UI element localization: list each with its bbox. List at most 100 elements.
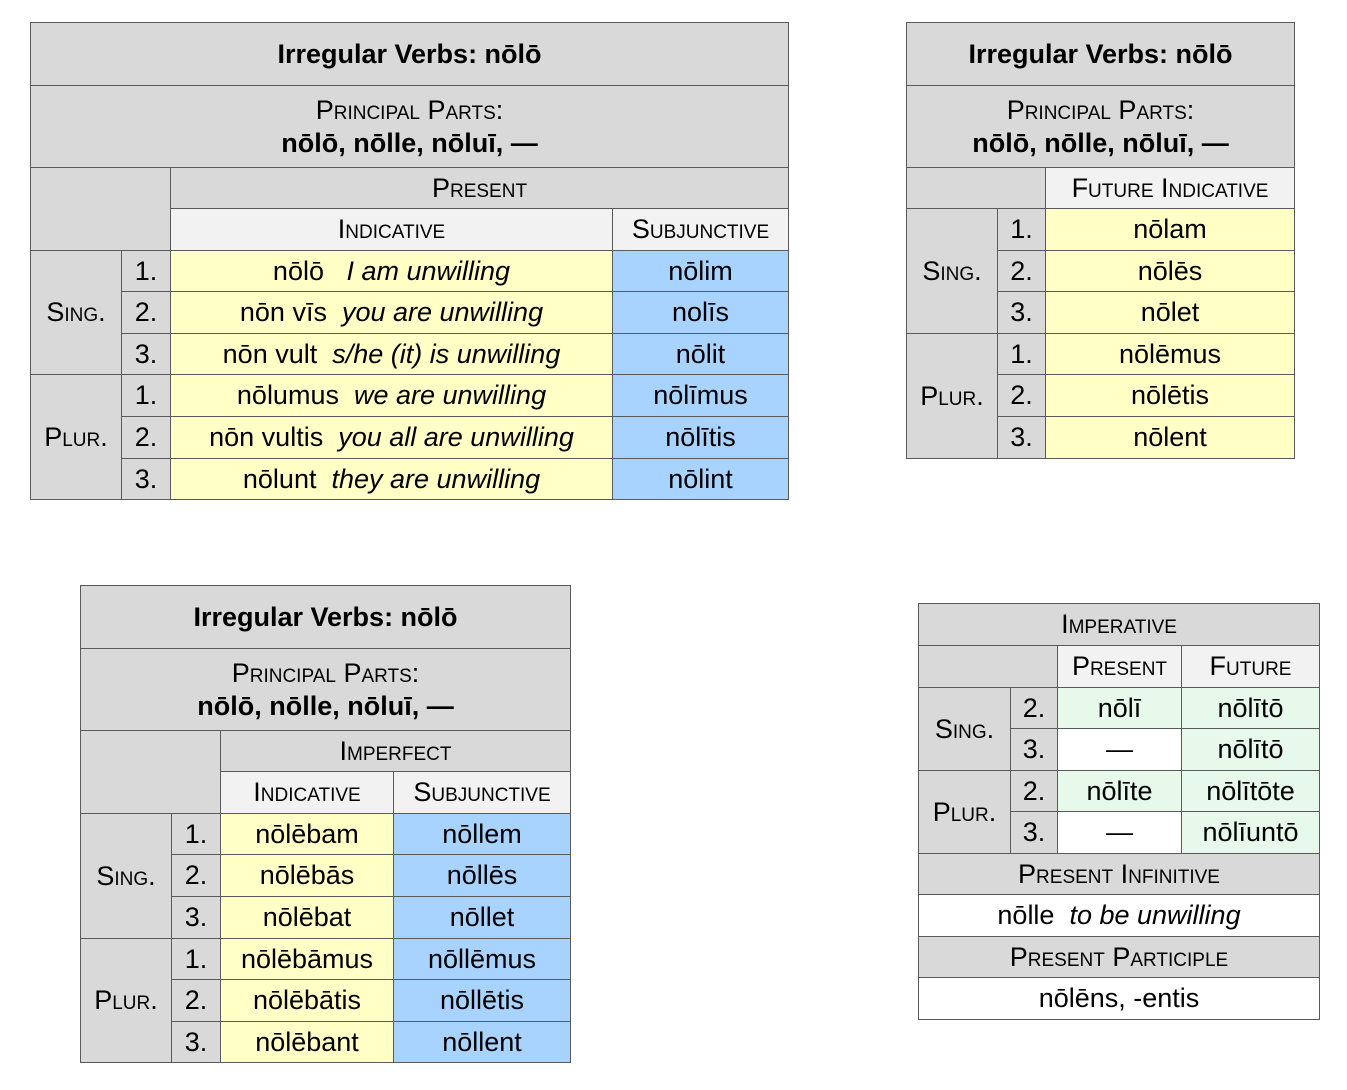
- english-text: I am unwilling: [346, 255, 511, 286]
- latin-form: nōn vult: [222, 338, 318, 369]
- table-row: Sing. 2. nōlī nōlītō: [918, 687, 1321, 771]
- person-number: 2.: [171, 979, 221, 1022]
- person-number: 2.: [171, 854, 221, 897]
- subjunctive-form: nōlītis: [611, 416, 790, 459]
- table-row: 2. nōn vultis you all are unwilling nōlī…: [31, 416, 790, 459]
- infinitive-form: nōlle to be unwilling: [917, 894, 1321, 937]
- tense-header: Present: [169, 167, 790, 209]
- latin-form: nōn vīs: [239, 297, 327, 327]
- future-form: nōlēmus: [1045, 333, 1295, 375]
- subjunctive-form: nōllet: [392, 896, 572, 939]
- future-form: nōlet: [1045, 291, 1295, 334]
- english-translation: you are unwilling: [342, 297, 543, 327]
- subjunctive-header: Subjunctive: [392, 771, 572, 814]
- table-row: 2. nōlēbās nōllēs: [81, 854, 572, 897]
- present-header: Present: [1057, 645, 1182, 688]
- person-number: 1.: [997, 333, 1046, 375]
- table-row: 3. nōlet: [907, 291, 1295, 334]
- english-text: they are unwilling: [331, 463, 541, 494]
- person-number: 3.: [121, 458, 171, 500]
- future-form: nōlēs: [1045, 250, 1295, 292]
- indicative-form: nōlēbās: [220, 854, 394, 897]
- person-number: 2.: [121, 291, 171, 334]
- english-translation: you all are unwilling: [338, 422, 574, 452]
- person-number: 3.: [997, 416, 1046, 459]
- indicative-form: nōlō I am unwilling: [170, 250, 613, 292]
- participle-header: Present Participle: [917, 936, 1321, 978]
- indicative-form: nōn vult s/he (it) is unwilling: [170, 333, 613, 375]
- indicative-form: nōlunt they are unwilling: [170, 458, 613, 500]
- infinitive-english: to be unwilling: [1069, 900, 1241, 930]
- latin-form: nōlō: [272, 255, 324, 286]
- english-translation: I am unwilling: [346, 256, 510, 286]
- indicative-form: nōlumus we are unwilling: [170, 374, 613, 417]
- present-imperative-form: nōlī: [1057, 687, 1182, 729]
- future-indicative-header: Future Indicative: [1045, 167, 1295, 209]
- principal-parts-forms: nōlō, nōlle, nōluī, —: [972, 127, 1229, 158]
- person-number: 2.: [1010, 770, 1058, 812]
- principal-parts-forms: nōlō, nōlle, nōluī, —: [197, 690, 454, 721]
- infinitive-latin: nōlle: [997, 900, 1055, 930]
- table-row: 3. nōlunt they are unwilling nōlint: [31, 458, 790, 500]
- present-imperative-form: —: [1057, 811, 1182, 854]
- person-number: 3.: [1010, 811, 1058, 854]
- table-row: 3. — nōlītō: [919, 728, 1321, 771]
- present-imperative-form: nōlīte: [1057, 770, 1182, 812]
- english-text: we are unwilling: [353, 380, 547, 410]
- person-number: 3.: [171, 1021, 221, 1063]
- indicative-header: Indicative: [170, 208, 613, 251]
- latin-form: nōlumus: [236, 380, 339, 410]
- subjunctive-form: nōllent: [392, 1021, 572, 1063]
- plural-label: Plur.: [30, 374, 122, 500]
- table-row: 3. nōlent: [907, 416, 1295, 459]
- table-title: Irregular Verbs: nōlō: [906, 22, 1295, 86]
- plural-label: Plur.: [80, 938, 172, 1063]
- table-row: 3. nōlēbat nōllet: [81, 896, 572, 939]
- tense-header: Imperfect: [219, 730, 572, 772]
- plural-label: Plur.: [918, 770, 1011, 854]
- english-translation: they are unwilling: [331, 464, 540, 494]
- principal-parts-label: Principal Parts:: [1006, 94, 1195, 125]
- blank-header-cell: [80, 730, 221, 814]
- indicative-form: nōn vultis you all are unwilling: [170, 416, 613, 459]
- subjunctive-header: Subjunctive: [611, 208, 790, 251]
- subjunctive-form: nōlim: [611, 250, 790, 292]
- singular-label: Sing.: [906, 208, 998, 334]
- principal-parts-label: Principal Parts:: [315, 94, 504, 125]
- subjunctive-form: nōlīmus: [611, 374, 790, 417]
- imperfect-conjugation-table: Irregular Verbs: nōlō Principal Parts: n…: [79, 585, 572, 1063]
- table-row: Plur. 2. nōlīte nōlītōte: [918, 770, 1321, 854]
- blank-header-cell: [30, 167, 171, 251]
- english-text: you all are unwilling: [338, 422, 574, 452]
- person-number: 2.: [997, 250, 1046, 292]
- indicative-form: nōlēbant: [220, 1021, 394, 1063]
- imperative-table: Imperative Present Future Sing. 2. nōlī …: [917, 603, 1321, 1020]
- indicative-form: nōn vīs you are unwilling: [170, 291, 613, 334]
- infinitive-header: Present Infinitive: [917, 853, 1321, 895]
- table-row: 2. nōn vīs you are unwilling nolīs: [31, 291, 790, 334]
- english-text: you are unwilling: [341, 297, 544, 327]
- subjunctive-form: nōlit: [611, 333, 790, 375]
- english-text-it: it: [399, 338, 414, 369]
- future-imperative-form: nōlītō: [1180, 687, 1321, 729]
- present-conjugation-table: Irregular Verbs: nōlō Principal Parts: n…: [29, 22, 790, 500]
- blank-header-cell: [918, 645, 1058, 688]
- table-row: Sing. 1. nōlam: [906, 208, 1295, 334]
- english-text: s/he (: [332, 338, 400, 369]
- person-number: 2.: [1010, 687, 1058, 729]
- table-row: Sing. 1. nōlēbam nōllem: [80, 813, 572, 939]
- future-form: nōlētis: [1045, 374, 1295, 417]
- indicative-form: nōlēbat: [220, 896, 394, 939]
- principal-parts: Principal Parts: nōlō, nōlle, nōluī, —: [79, 648, 572, 731]
- person-number: 1.: [997, 208, 1046, 251]
- future-header: Future: [1180, 645, 1321, 688]
- table-title: Irregular Verbs: nōlō: [79, 585, 572, 649]
- subjunctive-form: nōllem: [392, 813, 572, 855]
- singular-label: Sing.: [30, 250, 122, 375]
- person-number: 3.: [1010, 728, 1058, 771]
- table-row: 3. nōlēbant nōllent: [81, 1021, 572, 1063]
- principal-parts-forms: nōlō, nōlle, nōluī, —: [281, 127, 538, 158]
- person-number: 2.: [121, 416, 171, 459]
- table-row: 2. nōlētis: [907, 374, 1295, 417]
- indicative-header: Indicative: [220, 771, 394, 814]
